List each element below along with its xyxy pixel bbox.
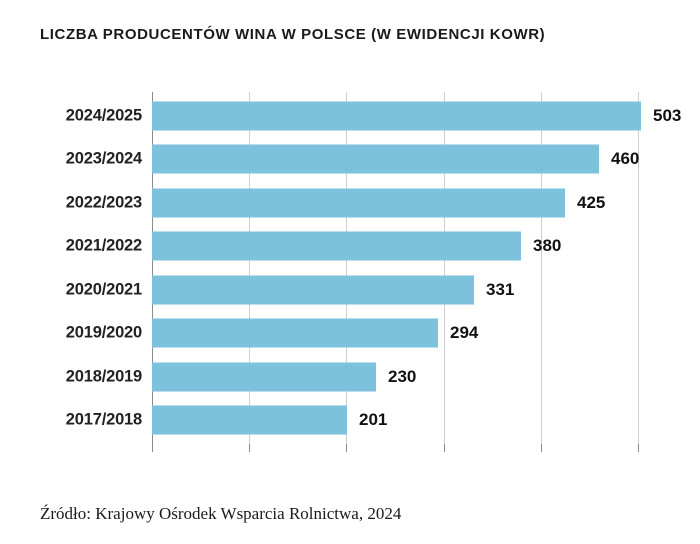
value-label: 380: [533, 236, 562, 256]
gridline: [249, 92, 250, 444]
value-label: 460: [611, 149, 640, 169]
bar-chart: 0100200300400500 2024/2025 503 2023/2024 46…: [40, 92, 700, 478]
bar: [152, 188, 565, 218]
category-label: 2018/2019: [65, 367, 142, 386]
category-label: 2021/2022: [65, 236, 142, 255]
value-label: 503: [653, 105, 682, 125]
bar-row: 2020/2021 331: [40, 268, 700, 312]
bar-row: 2023/2024 460: [40, 138, 700, 182]
category-label: 2017/2018: [65, 410, 142, 429]
source-caption: Źródło: Krajowy Ośrodek Wsparcia Rolnict…: [40, 504, 402, 523]
axis-tick: [346, 444, 347, 452]
bar: [152, 275, 474, 305]
axis-tick: [249, 444, 250, 452]
value-label: 201: [359, 410, 388, 430]
axis-tick: [638, 444, 639, 452]
axis-tick: [541, 444, 542, 452]
gridline: [152, 92, 153, 444]
axis-tick: [152, 444, 153, 452]
value-label: 425: [577, 192, 606, 212]
bar: [152, 318, 438, 348]
category-label: 2019/2020: [65, 323, 142, 342]
value-label: 331: [486, 279, 515, 299]
category-label: 2022/2023: [65, 193, 142, 212]
bar-row: 2021/2022 380: [40, 225, 700, 269]
category-label: 2023/2024: [65, 149, 142, 168]
gridline: [444, 92, 445, 444]
bar: [152, 405, 347, 435]
bar: [152, 101, 641, 131]
bar: [152, 231, 521, 261]
gridline: [346, 92, 347, 444]
value-label: 230: [388, 366, 417, 386]
bar-row: 2024/2025 503: [40, 94, 700, 138]
axis-area: 0100200300400500: [152, 92, 700, 478]
gridline: [638, 92, 639, 444]
bar-row: 2017/2018 201: [40, 399, 700, 443]
bar: [152, 362, 376, 392]
bar-rows: 2024/2025 503 2023/2024 460 2022/2023 425 2021…: [40, 94, 700, 442]
gridline: [541, 92, 542, 444]
value-label: 294: [450, 323, 479, 343]
category-label: 2024/2025: [65, 106, 142, 125]
bar-row: 2019/2020 294: [40, 312, 700, 356]
bar-row: 2018/2019 230: [40, 355, 700, 399]
bar: [152, 144, 599, 174]
axis-tick: [444, 444, 445, 452]
category-label: 2020/2021: [65, 280, 142, 299]
bar-row: 2022/2023 425: [40, 181, 700, 225]
chart-title: LICZBA PRODUCENTÓW WINA W POLSCE (W EWID…: [40, 26, 546, 43]
